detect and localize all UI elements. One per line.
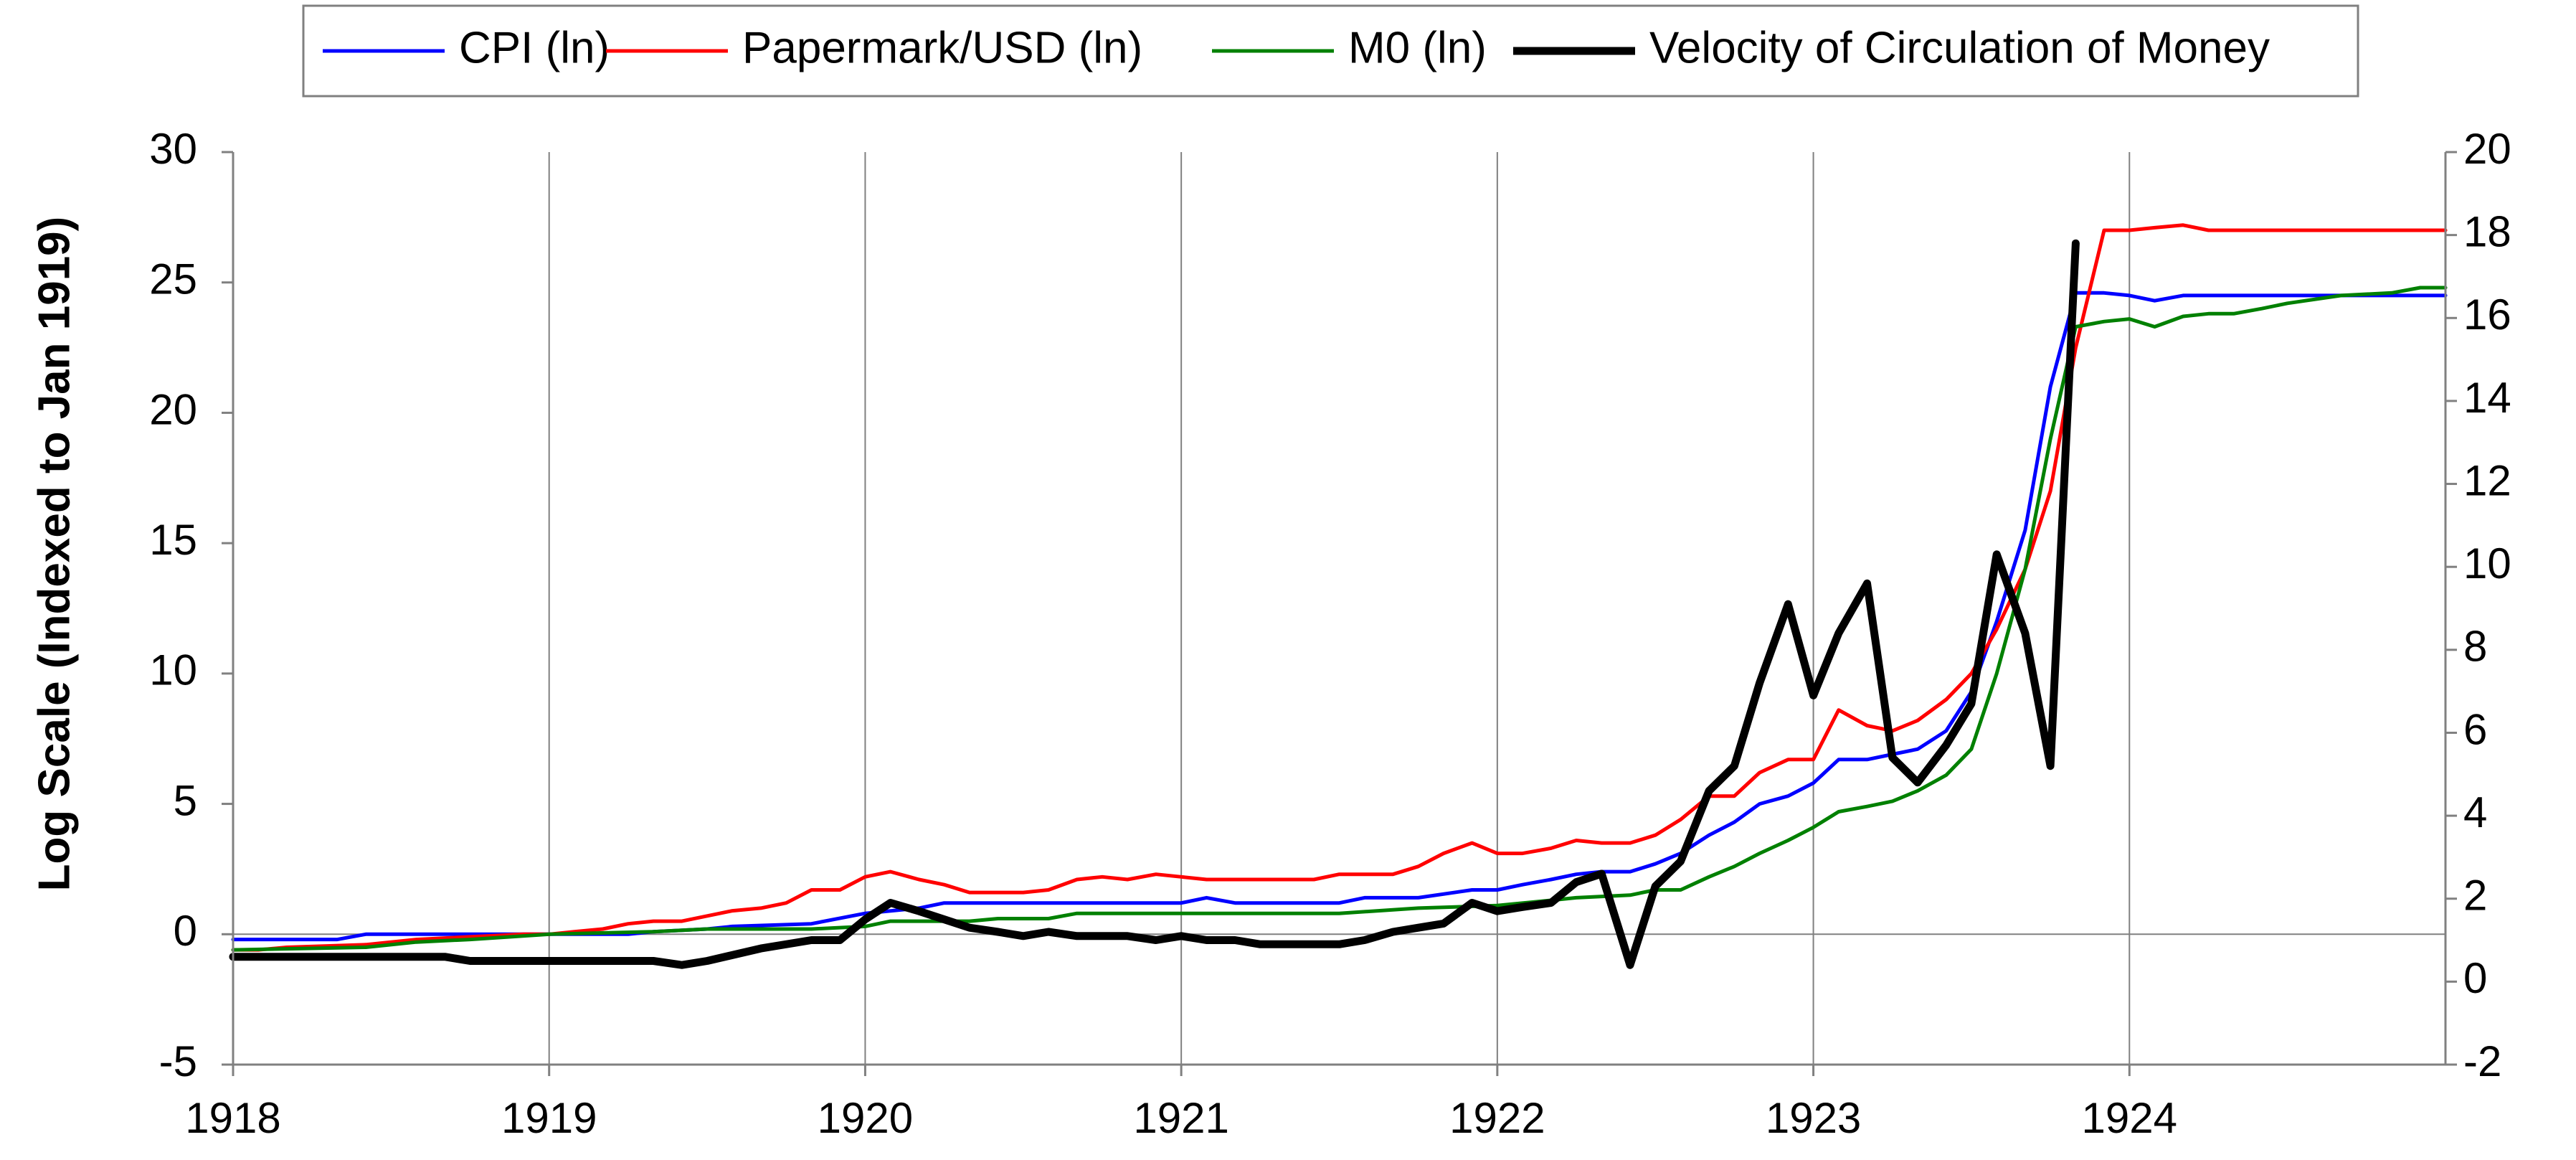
legend-label: M0 (ln) [1348,23,1487,72]
legend: CPI (ln) Papermark/USD (ln) M0 (ln) Velocit… [302,4,2359,98]
x-tick-label: 1924 [2082,1094,2177,1142]
series-line [231,291,2448,942]
axes [222,151,2457,1076]
legend-label: Velocity of Circulation of Money [1649,23,2270,72]
y-tick-label: 30 [149,125,197,173]
y-axis-title: Log Scale (Indexed to Jan 1919) [29,217,79,892]
y2-tick-label: 4 [2463,788,2487,836]
legend-label: Papermark/USD (ln) [742,23,1142,72]
y2-tick-label: 2 [2463,872,2487,920]
y-tick-label: 15 [149,516,197,564]
series-lines [229,223,2448,969]
y2-tick-label: 16 [2463,291,2511,339]
y2-tick-label: 6 [2463,705,2487,753]
x-tick-label: 1920 [818,1094,913,1142]
y2-tick-label: 18 [2463,207,2511,255]
y2-tick-label: 14 [2463,374,2511,422]
y-tick-label: -5 [159,1037,197,1085]
x-tick-label: 1922 [1449,1094,1545,1142]
y2-tick-label: 20 [2463,125,2511,173]
y-tick-label: 25 [149,255,197,303]
series-line [231,286,2448,952]
y2-tick-label: 0 [2463,954,2487,1002]
x-tick-label: 1923 [1766,1094,1861,1142]
series-line [231,223,2448,952]
y-tick-label: 20 [149,385,197,433]
x-tick-label: 1921 [1133,1094,1228,1142]
y-tick-label: 5 [174,776,197,824]
y2-tick-label: 8 [2463,623,2487,671]
y-tick-label: 0 [174,907,197,955]
x-tick-label: 1919 [501,1094,597,1142]
x-tick-label: 1918 [185,1094,280,1142]
y2-tick-label: -2 [2463,1037,2501,1085]
tick-labels: -5 0 5 10 15 20 25 30 -2 0 2 4 6 8 10 12 14 16 18 20 1918 191… [149,125,2511,1142]
series-line [229,239,2080,969]
y2-tick-label: 12 [2463,456,2511,504]
y2-tick-label: 10 [2463,539,2511,588]
y-tick-label: 10 [149,646,197,694]
legend-label: CPI (ln) [459,23,610,72]
